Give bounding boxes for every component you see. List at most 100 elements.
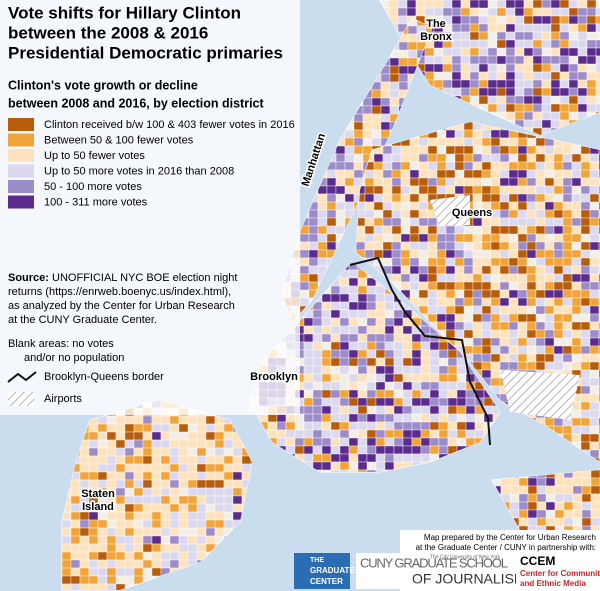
district — [70, 583, 81, 590]
district — [142, 447, 153, 457]
district — [490, 193, 501, 203]
district — [508, 257, 519, 267]
district — [285, 437, 296, 447]
district — [364, 233, 375, 243]
district — [580, 281, 591, 291]
district — [508, 249, 519, 259]
district — [142, 543, 153, 553]
district — [577, 0, 588, 9]
district — [577, 31, 588, 41]
district — [508, 241, 519, 251]
district — [544, 201, 555, 211]
district — [330, 461, 341, 471]
district — [481, 329, 492, 339]
district — [550, 111, 561, 121]
district — [487, 55, 498, 65]
district — [499, 313, 510, 323]
district — [469, 79, 480, 89]
district — [409, 209, 420, 219]
district — [550, 63, 561, 73]
district — [472, 273, 483, 283]
district — [523, 63, 534, 73]
district — [326, 193, 337, 203]
district — [418, 201, 429, 211]
district — [151, 535, 162, 545]
district — [456, 421, 467, 431]
district — [79, 455, 90, 465]
district — [589, 193, 600, 203]
district — [133, 447, 144, 457]
district — [445, 233, 456, 243]
district — [580, 377, 591, 387]
district — [384, 453, 395, 463]
district — [151, 463, 162, 473]
district — [490, 233, 501, 243]
district — [429, 445, 440, 455]
district — [205, 511, 216, 521]
district — [589, 433, 600, 443]
district — [373, 177, 384, 187]
district — [178, 423, 189, 433]
district — [382, 249, 393, 259]
district — [481, 137, 492, 147]
district — [517, 193, 528, 203]
district — [580, 297, 591, 307]
district — [115, 535, 126, 545]
district — [571, 177, 582, 187]
district — [339, 389, 350, 399]
district — [550, 7, 561, 17]
district — [508, 313, 519, 323]
district — [366, 341, 377, 351]
district — [357, 405, 368, 415]
district — [389, 97, 400, 107]
district — [391, 225, 402, 235]
district — [589, 441, 600, 451]
district — [124, 439, 135, 449]
district — [321, 317, 332, 327]
district — [454, 145, 465, 155]
district — [469, 71, 480, 81]
district — [362, 129, 373, 139]
district — [384, 421, 395, 431]
district — [312, 317, 323, 327]
logo-text: The City University of New York — [430, 554, 501, 560]
district — [353, 137, 364, 147]
district — [106, 567, 117, 577]
district — [562, 153, 573, 163]
district — [169, 487, 180, 497]
district — [563, 517, 574, 527]
district — [133, 495, 144, 505]
district — [393, 445, 404, 455]
district — [151, 543, 162, 553]
district — [106, 583, 117, 590]
district — [541, 23, 552, 33]
district — [445, 281, 456, 291]
district — [490, 361, 501, 371]
legend-label: 50 - 100 more votes — [44, 181, 142, 193]
district — [490, 289, 501, 299]
district — [357, 421, 368, 431]
district — [481, 193, 492, 203]
district — [478, 31, 489, 41]
district — [580, 417, 591, 427]
district — [196, 447, 207, 457]
district — [535, 297, 546, 307]
district — [438, 397, 449, 407]
district — [571, 201, 582, 211]
district — [456, 389, 467, 399]
district — [508, 265, 519, 275]
district — [469, 23, 480, 33]
district — [88, 575, 99, 585]
district — [438, 381, 449, 391]
district — [115, 415, 126, 425]
district — [595, 7, 600, 17]
district — [481, 265, 492, 275]
district — [124, 511, 135, 521]
district — [178, 511, 189, 521]
district — [474, 429, 485, 439]
district — [429, 405, 440, 415]
district — [402, 421, 413, 431]
district — [445, 265, 456, 275]
district — [348, 453, 359, 463]
district — [589, 313, 600, 323]
